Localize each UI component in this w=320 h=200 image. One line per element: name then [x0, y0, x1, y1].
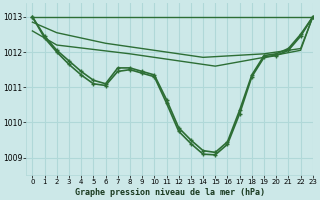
X-axis label: Graphe pression niveau de la mer (hPa): Graphe pression niveau de la mer (hPa): [75, 188, 265, 197]
